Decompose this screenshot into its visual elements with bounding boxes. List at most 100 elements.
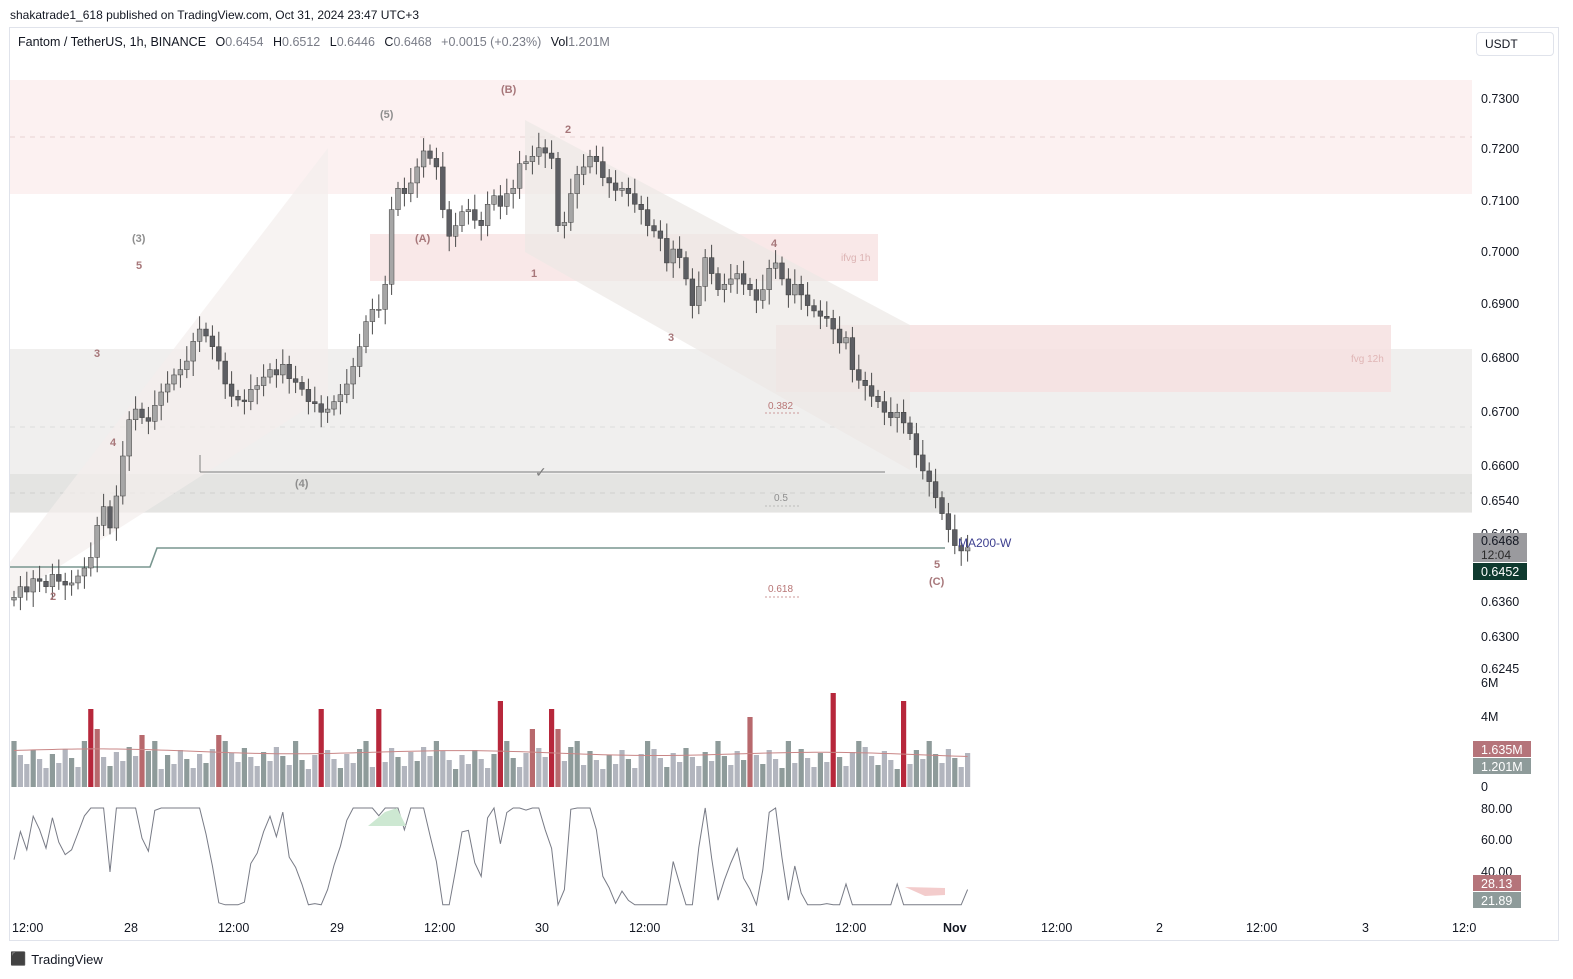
volume-bar xyxy=(299,760,305,787)
symbol-name[interactable]: Fantom / TetherUS, 1h, BINANCE xyxy=(18,35,207,49)
candle xyxy=(472,209,478,221)
time-tick: 28 xyxy=(124,921,138,935)
candle xyxy=(497,195,504,207)
volume-bar xyxy=(593,760,599,787)
volume-bar xyxy=(587,751,593,787)
wave-label-2: 2 xyxy=(50,591,56,603)
candle xyxy=(132,408,139,420)
close-label: C xyxy=(384,35,394,49)
volume-bar xyxy=(229,753,235,787)
chart-frame xyxy=(9,27,1559,941)
volume-bar xyxy=(785,741,791,787)
fib-5-label: 0.5 xyxy=(774,493,788,504)
close-value: 0.6468 xyxy=(393,35,432,49)
time-tick: 31 xyxy=(741,921,755,935)
low-value: 0.6446 xyxy=(336,35,375,49)
candle xyxy=(30,578,36,593)
candle xyxy=(593,156,600,162)
volume-bar xyxy=(363,741,369,787)
wave-label-A: (A) xyxy=(415,233,431,245)
volume-bar xyxy=(331,759,337,787)
oscillator-oversold-fill xyxy=(905,887,945,896)
volume-value: 1.201M xyxy=(568,35,610,49)
volume-bar xyxy=(190,768,196,787)
candle xyxy=(958,545,964,552)
volume-scale[interactable]: 6M 4M 0 1.635M 1.201M xyxy=(1473,676,1531,794)
candle xyxy=(228,383,235,397)
indicator-last2-value: 21.89 xyxy=(1481,894,1512,908)
candle xyxy=(804,294,811,306)
candle xyxy=(209,335,216,347)
volume-bar xyxy=(702,752,708,787)
volume-group xyxy=(11,693,971,787)
volume-bar xyxy=(875,765,881,787)
wave-label-p3: (3) xyxy=(132,233,146,245)
candle xyxy=(734,273,740,280)
volume-bar xyxy=(280,756,286,787)
time-tick-nov: Nov xyxy=(943,921,967,935)
candle xyxy=(523,161,529,164)
candle xyxy=(43,581,49,587)
candle xyxy=(952,529,958,546)
time-tick: 2 xyxy=(1156,921,1163,935)
volume-bar xyxy=(645,741,651,787)
footer-brand[interactable]: ⬛ TradingView xyxy=(10,951,103,967)
candle xyxy=(913,433,920,456)
candle xyxy=(350,366,356,385)
currency-selector[interactable]: USDT xyxy=(1476,32,1554,56)
volume-bar xyxy=(510,758,516,787)
volume-bar xyxy=(209,749,215,787)
volume-bar xyxy=(318,709,324,787)
volume-bar xyxy=(901,701,907,787)
candle xyxy=(824,316,830,319)
price-tick: 0.6360 xyxy=(1481,595,1519,609)
volume-bar xyxy=(350,763,356,787)
publisher-line: shakatrade1_618 published on TradingView… xyxy=(10,8,420,22)
candles-group xyxy=(11,132,971,611)
volume-bar xyxy=(561,761,567,787)
candle xyxy=(964,547,971,552)
candle xyxy=(299,382,305,390)
volume-bar xyxy=(472,750,478,787)
high-value: 0.6512 xyxy=(282,35,321,49)
volume-tick: 0 xyxy=(1481,780,1488,794)
volume-last-tag xyxy=(1473,741,1531,757)
candle xyxy=(638,204,644,210)
candle xyxy=(369,309,376,322)
candle xyxy=(100,506,107,526)
volume-bar xyxy=(408,752,414,787)
volume-bar xyxy=(958,767,964,787)
candle xyxy=(139,408,145,418)
volume-bar xyxy=(395,757,401,787)
candle xyxy=(81,567,88,577)
candle xyxy=(760,289,766,301)
indicator-scale[interactable]: 80.00 60.00 40.00 28.13 21.89 xyxy=(1473,802,1521,908)
candle xyxy=(248,389,254,402)
price-tick: 0.6300 xyxy=(1481,630,1519,644)
time-axis[interactable]: 12:00 28 12:00 29 12:00 30 12:00 31 12:0… xyxy=(12,921,1476,935)
candle xyxy=(88,557,94,569)
candle xyxy=(395,188,401,210)
volume-bar xyxy=(235,762,241,787)
indicator-last1-value: 28.13 xyxy=(1481,877,1512,891)
candle xyxy=(580,166,587,175)
candle xyxy=(17,586,24,598)
volume-bar xyxy=(203,763,209,787)
volume-bar xyxy=(120,761,126,787)
volume-bar xyxy=(357,749,363,787)
ma-price-value: 0.6452 xyxy=(1481,565,1519,579)
volume-bar xyxy=(43,768,49,787)
price-scale[interactable]: 0.7300 0.7200 0.7100 0.7000 0.6900 0.680… xyxy=(1473,92,1527,676)
volume-bar xyxy=(177,750,183,787)
candle xyxy=(516,163,523,189)
candle xyxy=(414,166,420,184)
candle xyxy=(907,422,913,434)
candle xyxy=(926,470,932,482)
candle xyxy=(561,222,568,226)
volume-bar xyxy=(152,741,158,787)
volume-bar xyxy=(664,767,670,787)
volume-last-value: 1.635M xyxy=(1481,743,1523,757)
candle xyxy=(452,225,459,237)
candle xyxy=(920,454,926,472)
